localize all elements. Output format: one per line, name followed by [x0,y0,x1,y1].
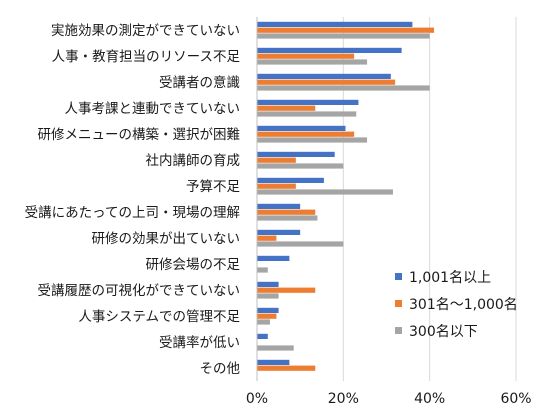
bar [257,177,324,183]
category-label: 研修の効果が出ていない [92,231,241,247]
legend-swatch [395,300,402,307]
category-label: 研修メニューの構築・選択が困難 [38,127,241,143]
bar [257,307,279,313]
bar [257,183,296,189]
legend-swatch [395,327,402,334]
bar [257,189,393,195]
category-label: その他 [200,361,241,377]
bar [257,151,335,157]
bar [257,319,270,325]
category-label: 受講率が低い [159,334,240,351]
category-label: 予算不足 [186,179,240,195]
bar [257,33,430,39]
bar [257,99,359,105]
bar [257,281,279,287]
category-label: 受講にあたっての上司・現場の理解 [25,205,240,221]
bar [257,215,318,221]
bar [257,209,316,215]
legend: 1,001名以上 301名～1,000名 300名以下 [395,270,518,340]
bar [257,313,277,319]
bar [257,163,344,169]
legend-swatch [395,273,402,280]
legend-label: 1,001名以上 [409,270,491,286]
bar [257,365,316,371]
bar [257,59,368,65]
bar [257,131,355,137]
bar [257,235,277,241]
bar [257,255,290,261]
bar [257,125,346,131]
bar [257,111,357,117]
bar [257,21,413,27]
tick-label: 60% [500,391,531,407]
bar [257,85,430,91]
tick-label: 20% [328,391,359,407]
bar [257,157,296,163]
category-label: 社内講師の育成 [146,153,241,169]
category-label: 実施効果の測定ができていない [51,23,240,39]
bars [257,21,434,371]
category-label: 研修会場の不足 [146,257,241,273]
legend-label: 301名～1,000名 [409,297,518,313]
bar [257,47,402,53]
tick-label: 0% [246,391,268,407]
bar [257,27,434,33]
legend-label: 300名以下 [409,324,478,340]
bar [257,73,391,79]
category-label: 受講履歴の可視化ができていない [38,283,241,299]
bar [257,293,279,299]
category-labels: 実施効果の測定ができていない人事・教育担当のリソース不足受講者の意識人事考課と連… [25,23,241,377]
category-label: 人事考課と連動できていない [65,101,241,117]
category-label: 人事・教育担当のリソース不足 [52,49,241,65]
bar [257,241,344,247]
tick-label: 40% [414,391,445,407]
bar [257,333,268,339]
category-label: 受講者の意識 [159,74,240,91]
bar [257,229,301,235]
category-label: 人事システムでの管理不足 [78,309,240,325]
bar [257,137,368,143]
x-axis-ticks: 0% 20% 40% 60% [246,391,532,407]
bar [257,203,301,209]
bar [257,345,294,351]
bar [257,79,396,85]
bar [257,267,268,273]
bar [257,359,290,365]
bar [257,53,355,59]
bar [257,287,316,293]
bar [257,105,316,111]
